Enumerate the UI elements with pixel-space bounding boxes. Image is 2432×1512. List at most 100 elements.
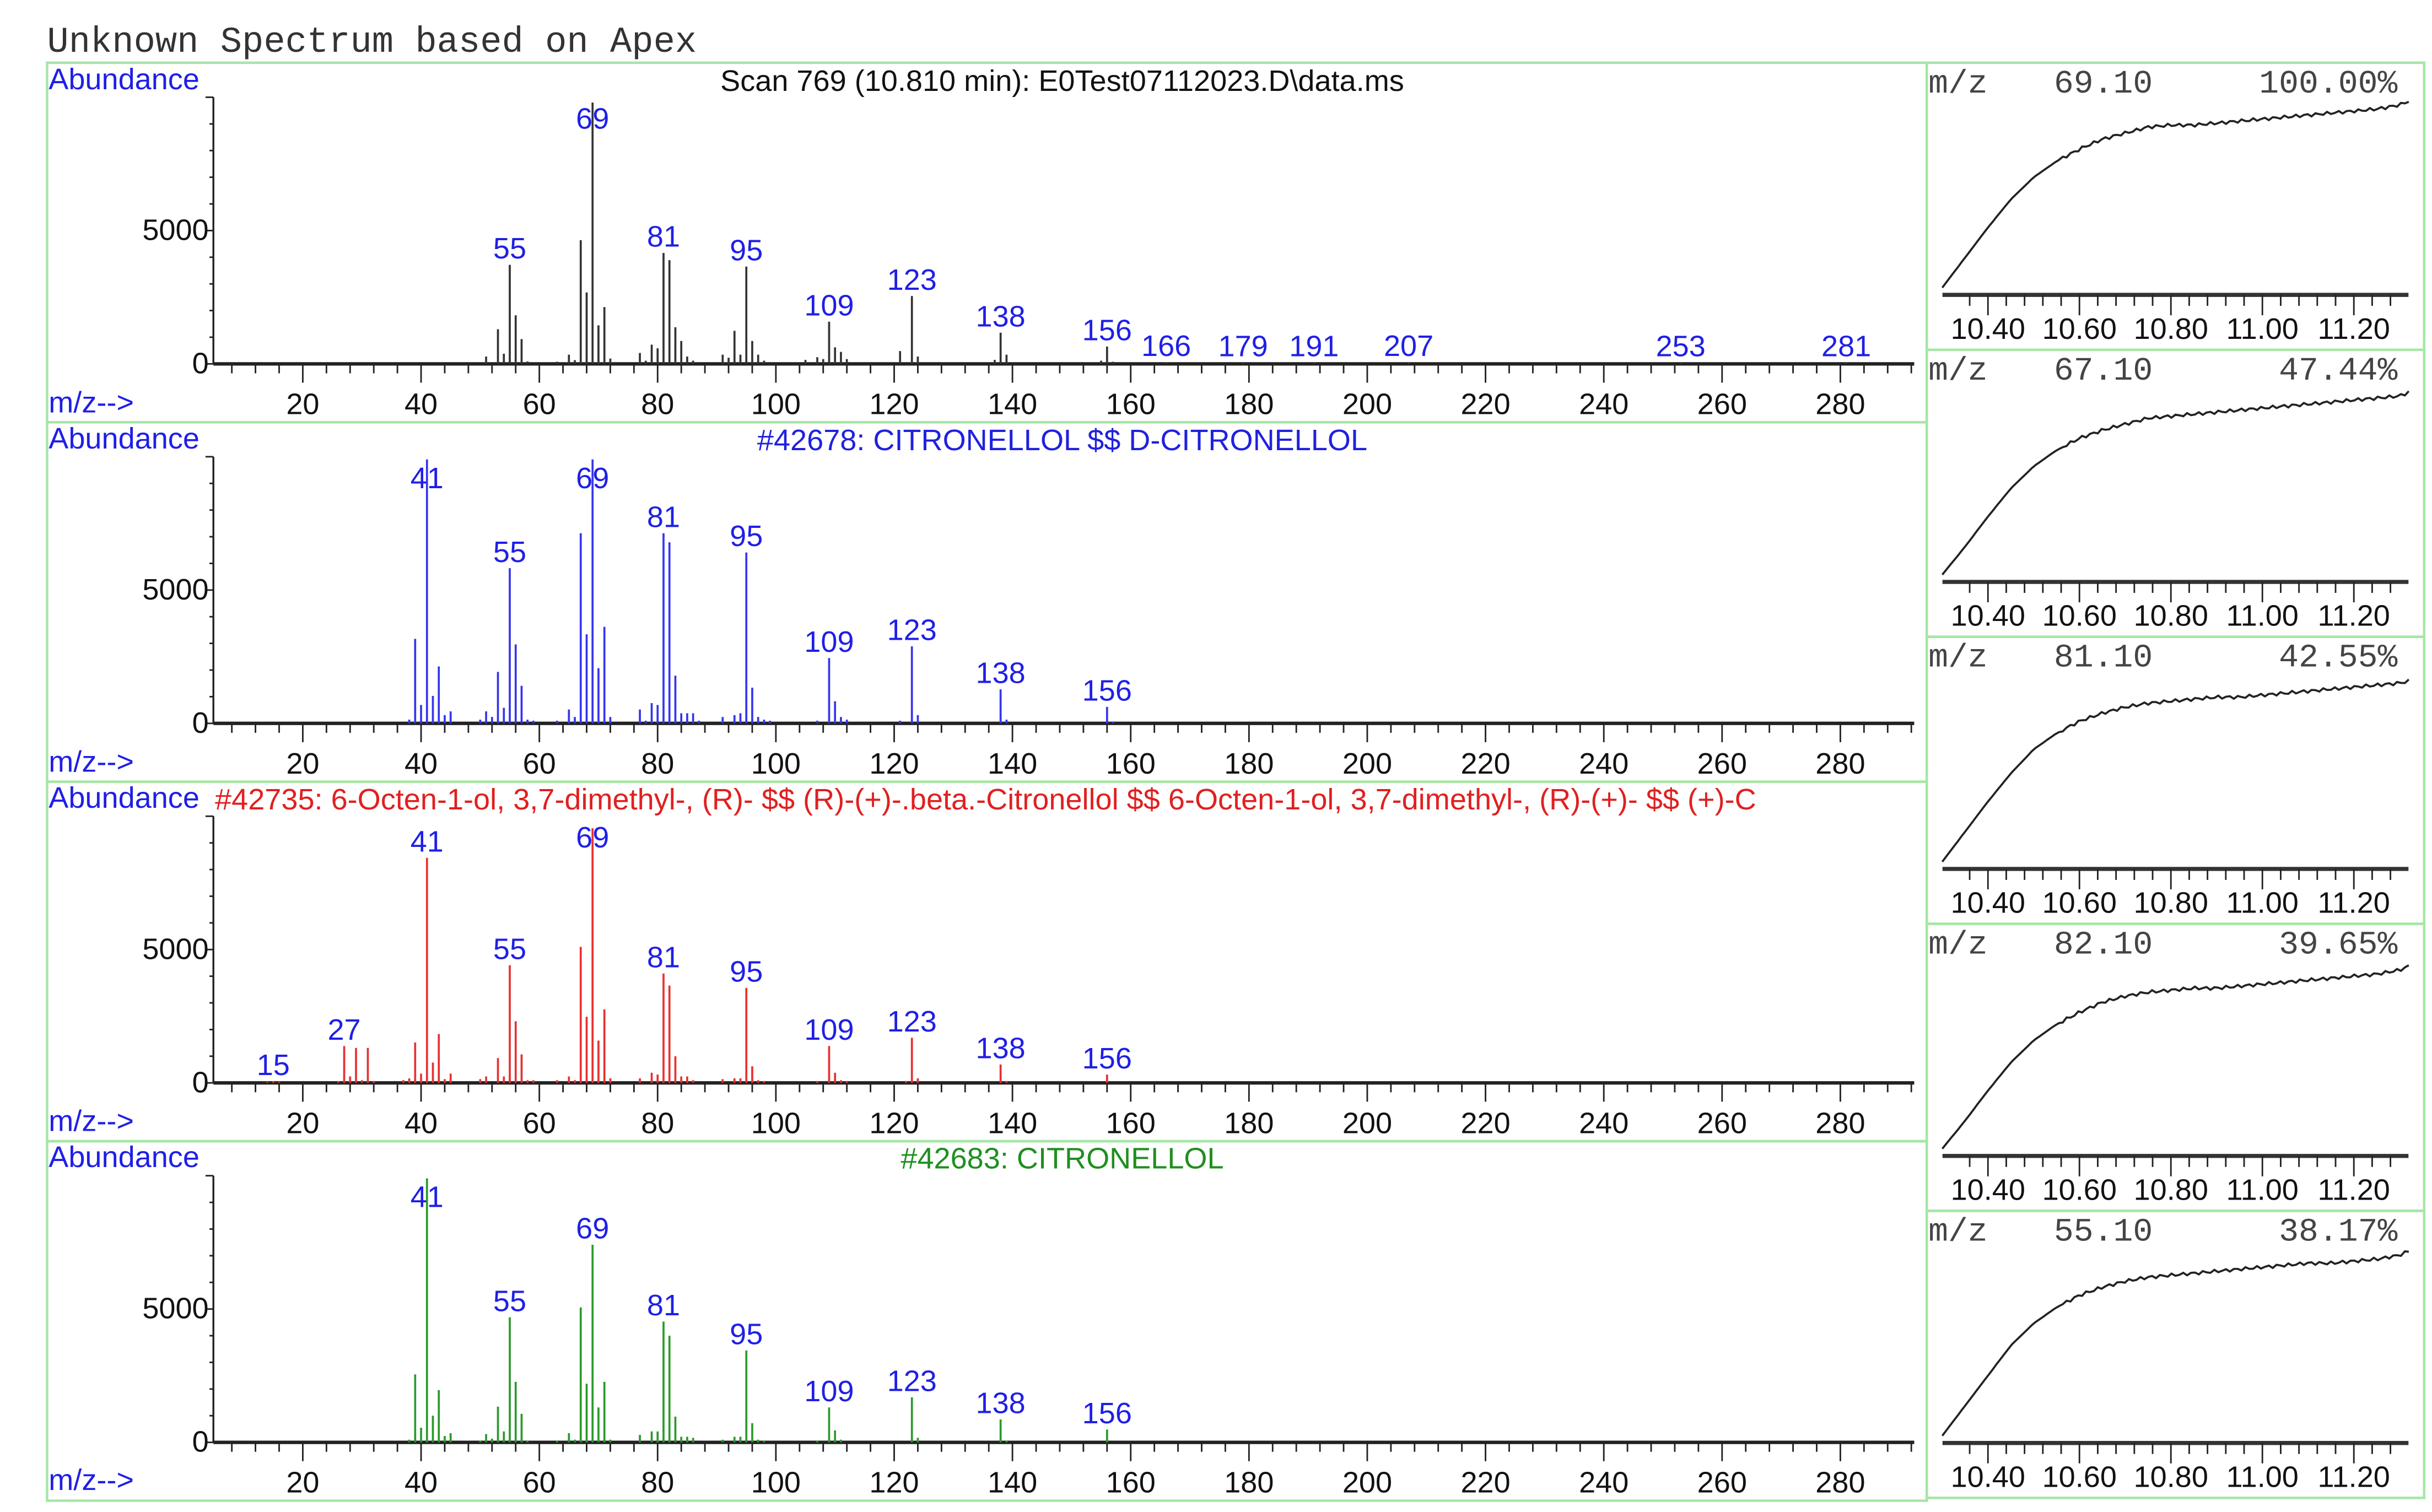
time-tick-label: 10.40 <box>1951 600 2025 633</box>
mz-value: 67.10 <box>2054 352 2153 390</box>
peak-label-41: 41 <box>411 462 444 495</box>
time-tick-label: 10.40 <box>1951 887 2025 920</box>
y-tick-label: 0 <box>192 1425 209 1459</box>
y-tick-label: 5000 <box>142 1292 208 1325</box>
peak-label-81: 81 <box>647 1289 680 1322</box>
peak-label-41: 41 <box>411 1181 444 1214</box>
x-tick-label: 180 <box>1224 1106 1274 1140</box>
x-tick-label: 100 <box>751 1466 801 1499</box>
peak-label-281: 281 <box>1821 330 1871 363</box>
peak-label-55: 55 <box>493 1284 526 1317</box>
x-axis-label: m/z--> <box>48 1104 134 1137</box>
peak-label-138: 138 <box>976 657 1026 690</box>
peak-label-69: 69 <box>576 1212 609 1245</box>
x-tick-label: 160 <box>1106 1466 1156 1499</box>
ion-chromatogram-trace <box>1941 1250 2409 1437</box>
peak-label-109: 109 <box>804 1013 854 1046</box>
x-tick-label: 160 <box>1106 747 1156 780</box>
x-tick-label: 180 <box>1224 1466 1274 1499</box>
x-tick-label: 20 <box>286 387 319 420</box>
peak-label-156: 156 <box>1082 674 1132 707</box>
x-tick-label: 220 <box>1460 747 1510 780</box>
peak-label-95: 95 <box>730 955 763 989</box>
x-tick-label: 100 <box>751 387 801 420</box>
time-tick-label: 11.00 <box>2226 600 2299 633</box>
x-tick-label: 240 <box>1579 1466 1628 1499</box>
peak-label-253: 253 <box>1656 330 1706 363</box>
x-tick-label: 240 <box>1579 387 1628 420</box>
x-tick-label: 80 <box>641 1106 674 1140</box>
panel-frame <box>46 420 1928 783</box>
time-tick-label: 10.40 <box>1951 312 2025 345</box>
peak-label-27: 27 <box>327 1013 360 1046</box>
ion-chromatogram-trace <box>1941 390 2410 576</box>
peak-label-55: 55 <box>493 232 526 265</box>
abundance-label: Abundance <box>48 781 199 814</box>
x-tick-label: 20 <box>286 1106 319 1140</box>
abundance-label: Abundance <box>48 422 199 455</box>
mz-value: 81.10 <box>2054 639 2153 677</box>
peak-label-123: 123 <box>887 263 937 296</box>
panel-frame <box>46 780 1928 1143</box>
peak-label-15: 15 <box>257 1049 290 1082</box>
peak-label-109: 109 <box>804 1375 854 1408</box>
chromatogram-frame <box>1925 635 2426 925</box>
mz-label: m/z <box>1928 352 1988 390</box>
peak-label-179: 179 <box>1218 330 1268 363</box>
x-tick-label: 40 <box>405 1466 438 1499</box>
x-tick-label: 200 <box>1342 747 1392 780</box>
ion-chromatogram-69: m/z 69.10 100.00% <box>1928 65 2397 102</box>
panel-frame <box>46 61 1928 424</box>
peak-label-166: 166 <box>1141 330 1191 363</box>
x-tick-label: 120 <box>869 747 919 780</box>
y-tick-label: 5000 <box>142 573 208 606</box>
x-tick-label: 120 <box>869 1106 919 1140</box>
x-tick-label: 280 <box>1815 1466 1865 1499</box>
x-tick-label: 280 <box>1815 387 1865 420</box>
panel-title: #42683: CITRONELLOL <box>900 1142 1223 1175</box>
x-tick-label: 260 <box>1697 1106 1747 1140</box>
percent-value: 47.44% <box>2279 352 2397 390</box>
chromatogram-frame <box>1925 922 2426 1212</box>
x-tick-label: 40 <box>405 747 438 780</box>
peak-label-156: 156 <box>1082 314 1132 347</box>
x-tick-label: 140 <box>988 1106 1037 1140</box>
panel-frame <box>46 1140 1928 1502</box>
percent-value: 38.17% <box>2279 1213 2397 1251</box>
abundance-label: Abundance <box>48 1141 199 1174</box>
x-tick-label: 240 <box>1579 1106 1628 1140</box>
mz-value: 55.10 <box>2054 1213 2153 1251</box>
y-tick-label: 0 <box>192 1066 209 1099</box>
time-tick-label: 10.80 <box>2134 1174 2208 1207</box>
report-title: Unknown Spectrum based on Apex <box>47 21 697 63</box>
chromatogram-frame <box>1925 61 2426 352</box>
x-tick-label: 260 <box>1697 387 1747 420</box>
x-tick-label: 280 <box>1815 1106 1865 1140</box>
time-tick-label: 11.00 <box>2226 1174 2299 1207</box>
x-tick-label: 80 <box>641 1466 674 1499</box>
x-tick-label: 260 <box>1697 1466 1747 1499</box>
y-tick-label: 5000 <box>142 214 208 247</box>
time-tick-label: 10.60 <box>2042 1174 2117 1207</box>
peak-label-138: 138 <box>976 1387 1026 1420</box>
peak-label-156: 156 <box>1082 1397 1132 1430</box>
x-axis-label: m/z--> <box>48 386 134 419</box>
peak-label-109: 109 <box>804 289 854 322</box>
peak-label-95: 95 <box>730 1318 763 1351</box>
x-tick-label: 100 <box>751 747 801 780</box>
time-tick-label: 10.80 <box>2134 1460 2208 1493</box>
panel-title: #42678: CITRONELLOL $$ D-CITRONELLOL <box>757 424 1367 457</box>
time-tick-label: 10.60 <box>2042 312 2117 345</box>
ion-chromatogram-55: m/z 55.10 38.17% <box>1928 1213 2397 1251</box>
peak-label-191: 191 <box>1289 330 1339 363</box>
peak-label-123: 123 <box>887 614 937 647</box>
percent-value: 100.00% <box>2259 65 2397 102</box>
peak-label-41: 41 <box>411 825 444 858</box>
time-tick-label: 11.00 <box>2226 1460 2299 1493</box>
x-tick-label: 200 <box>1342 1466 1392 1499</box>
mz-label: m/z <box>1928 65 1988 102</box>
peak-label-55: 55 <box>493 932 526 965</box>
peak-label-123: 123 <box>887 1005 937 1038</box>
x-tick-label: 220 <box>1460 387 1510 420</box>
x-axis-label: m/z--> <box>48 1464 134 1497</box>
